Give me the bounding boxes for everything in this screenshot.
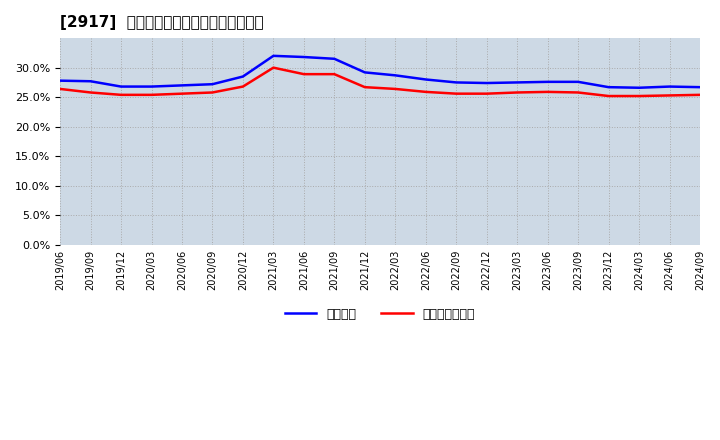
- 固定比率: [513, 80, 521, 85]
- 固定比率: [117, 84, 125, 89]
- 固定長期適合率: [635, 93, 644, 99]
- 固定比率: [178, 83, 186, 88]
- 固定比率: [452, 80, 461, 85]
- 固定比率: [665, 84, 674, 89]
- 固定長期適合率: [665, 93, 674, 98]
- 固定比率: [86, 79, 95, 84]
- Line: 固定長期適合率: 固定長期適合率: [60, 68, 700, 96]
- 固定長期適合率: [238, 84, 247, 89]
- 固定長期適合率: [513, 90, 521, 95]
- 固定長期適合率: [361, 84, 369, 90]
- 固定比率: [361, 70, 369, 75]
- 固定長期適合率: [696, 92, 704, 98]
- 固定比率: [269, 53, 278, 59]
- 固定比率: [238, 74, 247, 79]
- 固定長期適合率: [300, 72, 308, 77]
- Text: [2917]  固定比率、固定長期適合率の推移: [2917] 固定比率、固定長期適合率の推移: [60, 15, 264, 30]
- 固定長期適合率: [391, 86, 400, 92]
- 固定比率: [300, 55, 308, 60]
- 固定比率: [330, 56, 338, 62]
- 固定比率: [55, 78, 64, 83]
- 固定長期適合率: [604, 93, 613, 99]
- Line: 固定比率: 固定比率: [60, 56, 700, 88]
- 固定長期適合率: [452, 91, 461, 96]
- 固定長期適合率: [421, 89, 430, 95]
- 固定長期適合率: [574, 90, 582, 95]
- 固定長期適合率: [330, 72, 338, 77]
- 固定長期適合率: [178, 91, 186, 96]
- 固定比率: [604, 84, 613, 90]
- 固定長期適合率: [208, 90, 217, 95]
- 固定長期適合率: [482, 91, 491, 96]
- 固定長期適合率: [147, 92, 156, 98]
- Legend: 固定比率, 固定長期適合率: 固定比率, 固定長期適合率: [280, 303, 480, 326]
- 固定比率: [147, 84, 156, 89]
- 固定長期適合率: [269, 65, 278, 70]
- 固定比率: [696, 84, 704, 90]
- 固定長期適合率: [117, 92, 125, 98]
- 固定長期適合率: [86, 90, 95, 95]
- 固定比率: [421, 77, 430, 82]
- 固定比率: [574, 79, 582, 84]
- 固定長期適合率: [55, 86, 64, 92]
- 固定比率: [482, 81, 491, 86]
- 固定比率: [544, 79, 552, 84]
- 固定比率: [635, 85, 644, 90]
- 固定長期適合率: [544, 89, 552, 95]
- 固定比率: [391, 73, 400, 78]
- 固定比率: [208, 81, 217, 87]
